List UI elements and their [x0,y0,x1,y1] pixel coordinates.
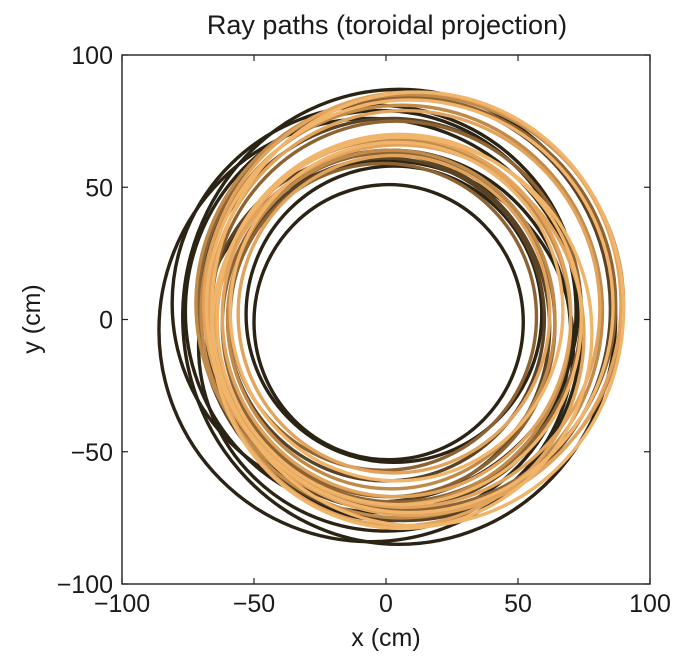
ray-series-6 [204,90,626,531]
axis-ticks: −100 −50 0 50 100 −100 −50 0 50 100 [57,42,671,618]
y-axis-label: y (cm) [18,284,46,353]
ray-path-4-1 [199,103,605,520]
ray-path-6-4 [210,135,594,531]
ray-paths [157,87,626,547]
ray-path-6-1 [204,98,615,515]
y-tick-label: −50 [71,439,113,467]
ray-path-6-5 [228,140,565,483]
x-tick-label: −50 [233,590,275,618]
x-tick-label: 0 [379,590,393,618]
ray-path-4-4 [225,148,557,491]
x-axis-label: x (cm) [351,624,420,652]
y-tick-label: −100 [57,571,113,599]
x-tick-label: 100 [629,590,671,618]
ray-path-3-3 [196,95,618,512]
ray-path-6-2 [215,132,584,507]
ray-path-5-1 [207,108,602,509]
ray-path-5-5 [236,153,552,475]
y-tick-label: 100 [71,42,113,70]
ray-path-1-5 [252,182,525,462]
y-tick-label: 50 [85,174,113,202]
x-tick-label: −100 [94,590,150,618]
x-tick-label: 50 [504,590,532,618]
chart-title: Ray paths (toroidal projection) [207,10,567,40]
y-tick-label: 0 [99,307,113,335]
ray-path-1-4 [244,164,544,465]
